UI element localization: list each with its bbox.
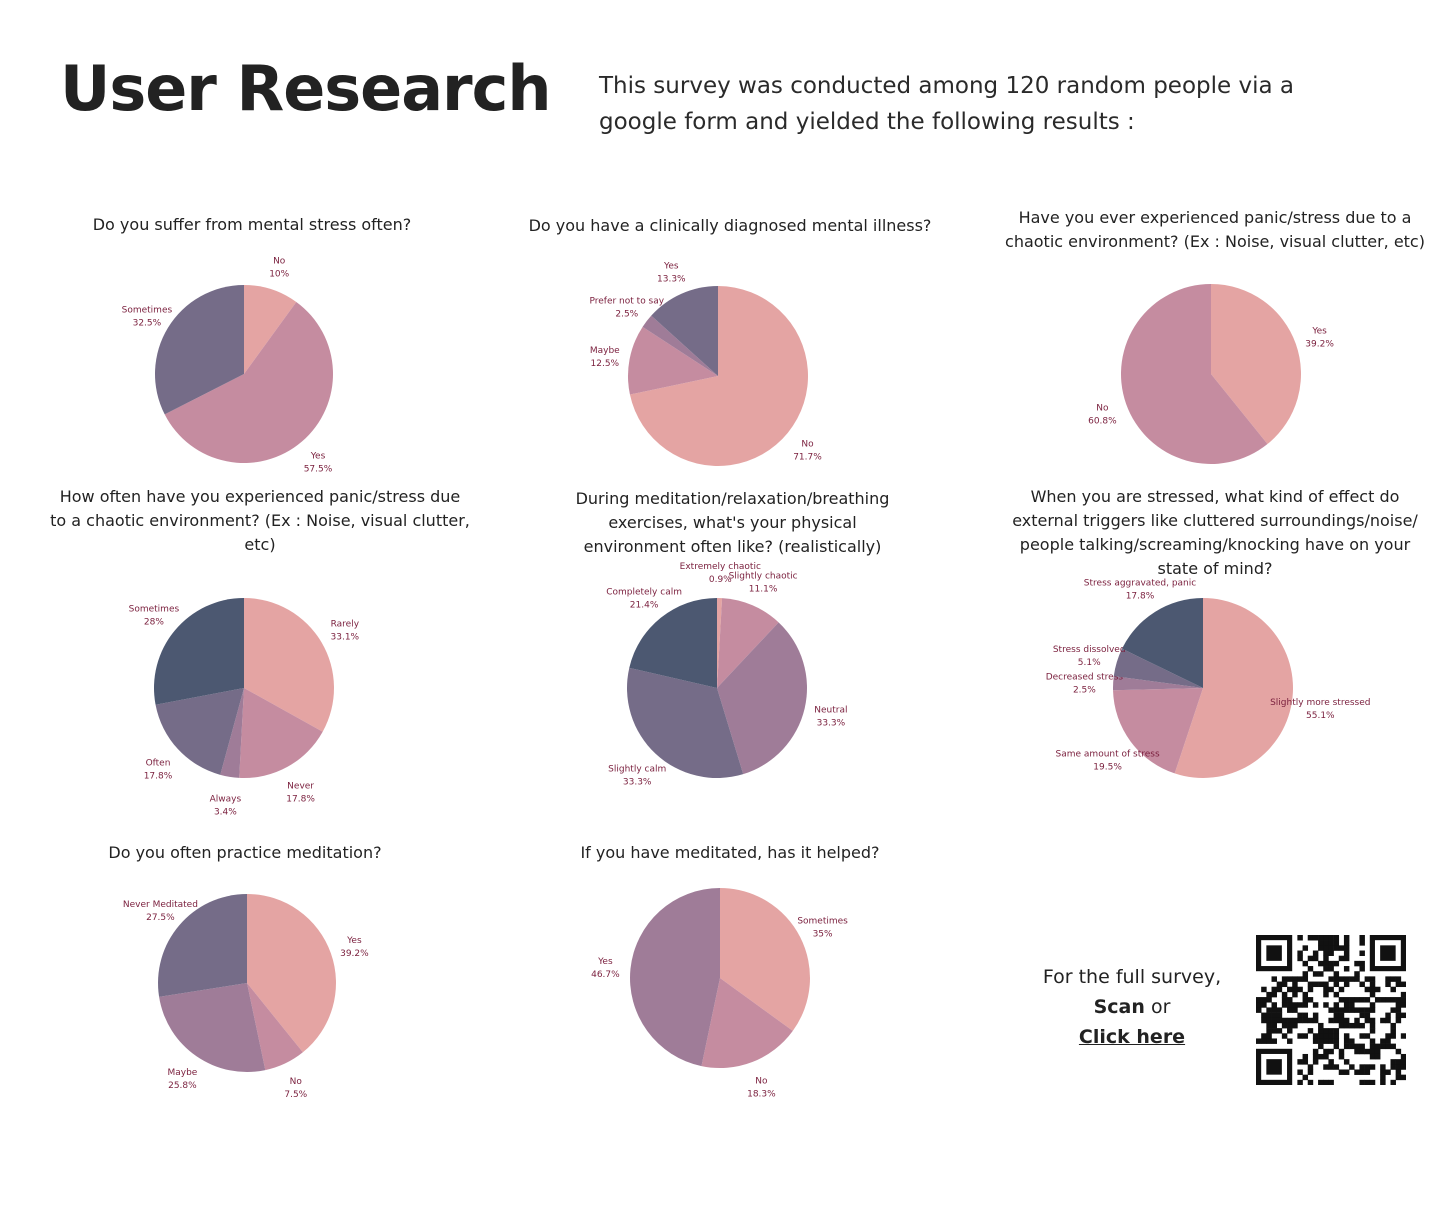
- pie-slice-yes: [247, 894, 336, 1053]
- slice-label: Extremely chaotic 0.9%: [680, 562, 761, 585]
- pie-slice-often: [155, 688, 244, 775]
- slice-label: Yes 39.2%: [1305, 327, 1334, 350]
- or-label: or: [1144, 996, 1171, 1018]
- pie-slice-stress-dissolved: [1113, 648, 1203, 688]
- slice-label: No 71.7%: [793, 440, 822, 463]
- pie-slice-stress-aggravated-panic: [1122, 598, 1203, 688]
- pie-slice-yes: [1211, 284, 1301, 445]
- pie-slice-no: [1120, 284, 1268, 464]
- chart-title: If you have meditated, has it helped?: [580, 843, 880, 862]
- slice-label: No 7.5%: [284, 1077, 307, 1100]
- chart-title: Do you have a clinically diagnosed menta…: [528, 216, 932, 235]
- slice-label: Rarely 33.1%: [331, 620, 360, 643]
- pie-slice-sometimes: [720, 888, 810, 1031]
- pie-slice-always: [220, 688, 244, 778]
- slice-label: Slightly more stressed 55.1%: [1270, 698, 1370, 721]
- slice-label: No 10%: [269, 257, 289, 280]
- slice-label: No 60.8%: [1088, 403, 1117, 426]
- cta-scan-line: Scan or: [1030, 992, 1234, 1022]
- slice-label: Yes 57.5%: [304, 452, 333, 475]
- slice-label: Decreased stress 2.5%: [1046, 673, 1124, 696]
- pie-slice-sometimes: [154, 285, 244, 415]
- slice-label: No 18.3%: [747, 1077, 776, 1100]
- chart-title: How often have you experienced panic/str…: [50, 487, 470, 554]
- slice-label: Completely calm 21.4%: [606, 588, 682, 611]
- chart-title: Do you suffer from mental stress often?: [92, 215, 412, 234]
- slice-label: Often 17.8%: [144, 758, 173, 781]
- slice-label: Never 17.8%: [286, 781, 315, 804]
- survey-intro: This survey was conducted among 120 rand…: [599, 73, 1294, 135]
- pie-slice-same-amount-of-stress: [1113, 688, 1203, 774]
- pie-slice-never-meditated: [158, 894, 247, 997]
- pie-slice-sometimes: [153, 598, 244, 705]
- slice-label: Sometimes 32.5%: [122, 306, 173, 329]
- chart-title: Have you ever experienced panic/stress d…: [1005, 208, 1425, 251]
- slice-label: Neutral 33.3%: [814, 706, 847, 729]
- pie-slice-slightly-chaotic: [717, 598, 779, 688]
- slice-label: Slightly calm 33.3%: [608, 765, 666, 788]
- pie-slice-yes: [630, 888, 720, 1067]
- survey-cta: For the full survey, Scan or Click here: [1030, 962, 1234, 1052]
- slice-label: Stress aggravated, panic 17.8%: [1084, 578, 1196, 601]
- slice-label: Always 3.4%: [210, 795, 242, 818]
- pie-chart: Sometimes 35% No 18.3% Yes 46.7%: [591, 888, 848, 1100]
- pie-slice-neutral: [717, 622, 807, 775]
- pie-slice-maybe: [628, 326, 718, 395]
- page-title: User Research: [60, 52, 552, 125]
- chart-title: During meditation/relaxation/breathing e…: [575, 489, 890, 556]
- slice-label: Sometimes 35%: [797, 917, 848, 940]
- cta-line: For the full survey,: [1042, 966, 1222, 988]
- slice-label: Prefer not to say 2.5%: [589, 297, 664, 320]
- pie-slice-no: [247, 983, 303, 1071]
- scan-label: Scan: [1093, 996, 1145, 1018]
- pie-slice-maybe: [159, 983, 266, 1072]
- chart-title: When you are stressed, what kind of effe…: [1012, 487, 1418, 578]
- slice-label: Stress dissolved 5.1%: [1053, 645, 1126, 668]
- pie-slice-completely-calm: [629, 598, 717, 688]
- pie-slice-decreased-stress: [1113, 676, 1203, 691]
- pie-slice-rarely: [244, 598, 334, 732]
- pie-slice-prefer-not-to-say: [642, 315, 718, 376]
- survey-link[interactable]: Click here: [1078, 1026, 1186, 1048]
- slice-label: Slightly chaotic 11.1%: [729, 572, 798, 595]
- pie-slice-no: [701, 978, 793, 1068]
- pie-slice-never: [239, 688, 323, 778]
- slice-label: Maybe 25.8%: [167, 1068, 197, 1091]
- pie-slice-no: [629, 286, 809, 467]
- slice-label: Never Meditated 27.5%: [123, 900, 198, 923]
- chart-title: Do you often practice meditation?: [108, 843, 382, 862]
- pie-slice-yes: [651, 286, 718, 376]
- slice-label: Maybe 12.5%: [590, 346, 620, 369]
- slice-label: Yes 46.7%: [591, 957, 620, 980]
- slice-label: Yes 39.2%: [340, 936, 369, 959]
- slice-label: Same amount of stress 19.5%: [1056, 750, 1160, 773]
- pie-slice-extremely-chaotic: [717, 598, 723, 688]
- pie-slice-yes: [164, 302, 333, 464]
- pie-chart: Yes 39.2% No 7.5% Maybe 25.8% Never Meditated 2…: [123, 894, 369, 1100]
- pie-slice-slightly-calm: [626, 667, 744, 778]
- qr-code-icon[interactable]: [1256, 935, 1406, 1085]
- pie-slice-no: [244, 285, 297, 374]
- slice-label: Sometimes 28%: [129, 604, 180, 627]
- slice-label: Yes 13.3%: [657, 262, 686, 285]
- pie-slice-slightly-more-stressed: [1174, 598, 1293, 778]
